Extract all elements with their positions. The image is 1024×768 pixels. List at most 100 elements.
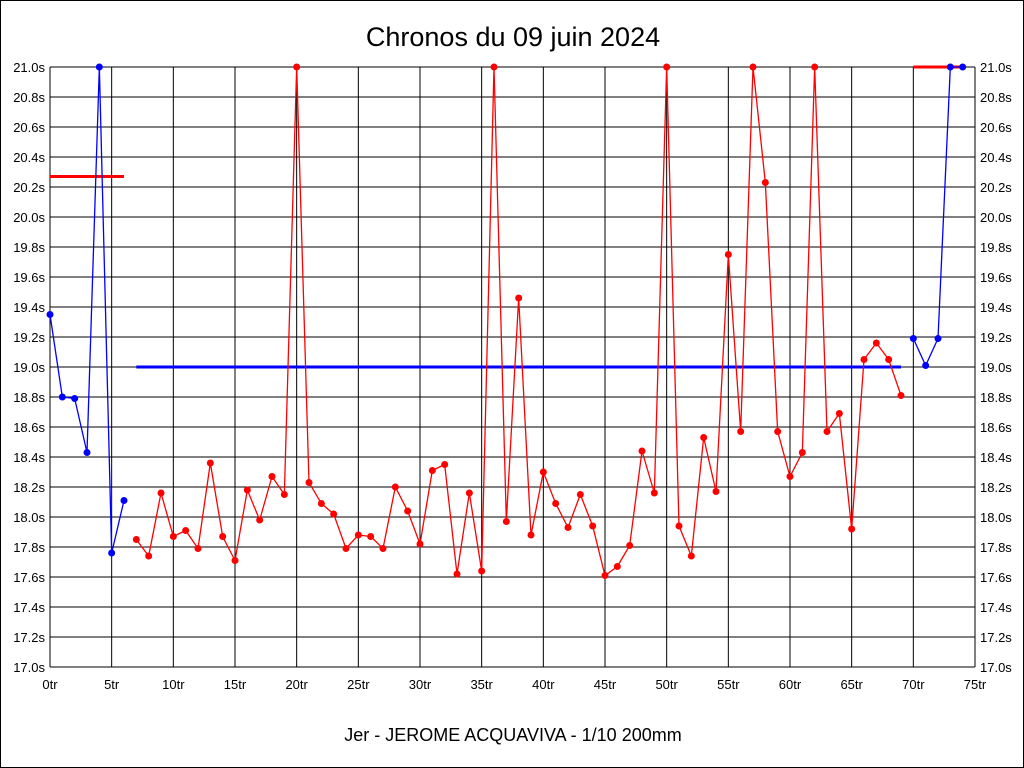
y-tick-label-left: 19.0s xyxy=(13,360,45,375)
y-tick-label-right: 18.4s xyxy=(980,450,1012,465)
x-tick-label: 0tr xyxy=(42,677,58,692)
y-tick-label-left: 17.6s xyxy=(13,570,45,585)
y-tick-label-right: 17.8s xyxy=(980,540,1012,555)
data-point-race xyxy=(576,491,584,498)
data-point-race xyxy=(317,500,325,507)
data-point-race xyxy=(354,531,362,539)
data-point-end xyxy=(909,335,917,342)
y-tick-label-right: 21.0s xyxy=(980,60,1012,75)
series-line-start xyxy=(49,66,125,554)
y-tick-label-left: 20.8s xyxy=(13,90,45,105)
x-tick-label: 5tr xyxy=(104,677,120,692)
data-point-end xyxy=(946,63,954,71)
y-tick-label-right: 19.4s xyxy=(980,300,1012,315)
data-point-race xyxy=(169,533,177,540)
data-point-start xyxy=(46,311,54,318)
y-tick-label-right: 19.2s xyxy=(980,330,1012,345)
data-point-race xyxy=(700,434,708,441)
data-point-race xyxy=(552,500,560,507)
x-axis-label: Jer - JEROME ACQUAVIVA - 1/10 200mm xyxy=(344,725,681,745)
y-tick-label-right: 20.6s xyxy=(980,120,1012,135)
y-tick-label-left: 18.4s xyxy=(13,450,45,465)
data-point-race xyxy=(589,522,597,530)
data-point-end xyxy=(934,335,942,342)
data-point-race xyxy=(897,392,905,399)
data-point-race xyxy=(453,570,461,578)
y-tick-label-left: 18.6s xyxy=(13,420,45,435)
y-tick-label-left: 17.0s xyxy=(13,660,45,675)
y-tick-label-left: 19.8s xyxy=(13,240,45,255)
x-tick-label: 10tr xyxy=(162,677,185,692)
y-tick-label-left: 18.2s xyxy=(13,480,45,495)
y-tick-label-left: 19.4s xyxy=(13,300,45,315)
x-tick-label: 65tr xyxy=(840,677,863,692)
series-line-race xyxy=(135,66,902,577)
x-tick-label: 30tr xyxy=(409,677,432,692)
data-point-race xyxy=(465,489,473,497)
data-point-race xyxy=(428,467,436,474)
y-tick-label-left: 19.6s xyxy=(13,270,45,285)
y-tick-label-right: 20.8s xyxy=(980,90,1012,105)
y-tick-label-right: 17.4s xyxy=(980,600,1012,615)
tick-labels: 17.0s 17.0s 17.2s 17.2s 17.4s 17.4s 17.6s 17.6s… xyxy=(13,60,1012,692)
series-line-end xyxy=(912,66,963,368)
data-point-race xyxy=(687,552,695,560)
y-tick-label-right: 19.0s xyxy=(980,360,1012,375)
x-tick-label: 70tr xyxy=(902,677,925,692)
data-point-race xyxy=(786,473,794,480)
data-point-race xyxy=(231,557,239,564)
data-point-race xyxy=(663,63,671,71)
data-point-end xyxy=(922,362,930,369)
data-point-race xyxy=(256,516,264,524)
y-tick-label-right: 19.6s xyxy=(980,270,1012,285)
y-tick-label-right: 18.0s xyxy=(980,510,1012,525)
data-point-race xyxy=(391,483,399,491)
data-point-race xyxy=(342,545,350,552)
x-tick-label: 25tr xyxy=(347,677,370,692)
data-point-race xyxy=(157,489,165,497)
series-group xyxy=(46,63,967,579)
data-point-race xyxy=(305,479,313,486)
y-tick-label-left: 17.4s xyxy=(13,600,45,615)
data-point-race xyxy=(675,522,683,530)
data-point-race xyxy=(724,251,732,258)
data-point-start xyxy=(58,393,66,401)
y-tick-label-right: 20.0s xyxy=(980,210,1012,225)
y-tick-label-left: 20.0s xyxy=(13,210,45,225)
data-point-race xyxy=(145,552,153,560)
data-point-start xyxy=(120,497,128,504)
data-point-race xyxy=(194,545,202,552)
y-tick-label-right: 17.0s xyxy=(980,660,1012,675)
data-point-start xyxy=(108,549,116,557)
data-point-race xyxy=(132,536,140,543)
y-tick-label-left: 17.8s xyxy=(13,540,45,555)
data-point-race xyxy=(490,63,498,71)
x-tick-label: 75tr xyxy=(964,677,987,692)
y-tick-label-right: 18.8s xyxy=(980,390,1012,405)
data-point-race xyxy=(811,63,819,71)
y-tick-label-right: 18.2s xyxy=(980,480,1012,495)
data-point-race xyxy=(798,449,806,456)
data-point-race xyxy=(293,63,301,71)
data-point-race xyxy=(515,294,523,302)
y-tick-label-right: 18.6s xyxy=(980,420,1012,435)
data-point-race xyxy=(823,428,831,435)
y-tick-label-right: 17.2s xyxy=(980,630,1012,645)
data-point-race xyxy=(848,525,856,533)
data-point-start xyxy=(83,449,91,456)
data-point-race xyxy=(872,339,880,347)
data-point-race xyxy=(712,488,720,495)
data-point-race xyxy=(761,179,769,186)
data-point-race xyxy=(749,63,757,71)
data-point-race xyxy=(774,428,782,435)
data-point-race xyxy=(219,533,227,540)
y-tick-label-left: 19.2s xyxy=(13,330,45,345)
y-tick-label-right: 20.4s xyxy=(980,150,1012,165)
data-point-race xyxy=(280,491,288,498)
x-tick-label: 35tr xyxy=(470,677,493,692)
y-tick-label-right: 17.6s xyxy=(980,570,1012,585)
data-point-race xyxy=(650,489,658,497)
x-tick-label: 15tr xyxy=(224,677,247,692)
data-point-race xyxy=(416,540,424,548)
